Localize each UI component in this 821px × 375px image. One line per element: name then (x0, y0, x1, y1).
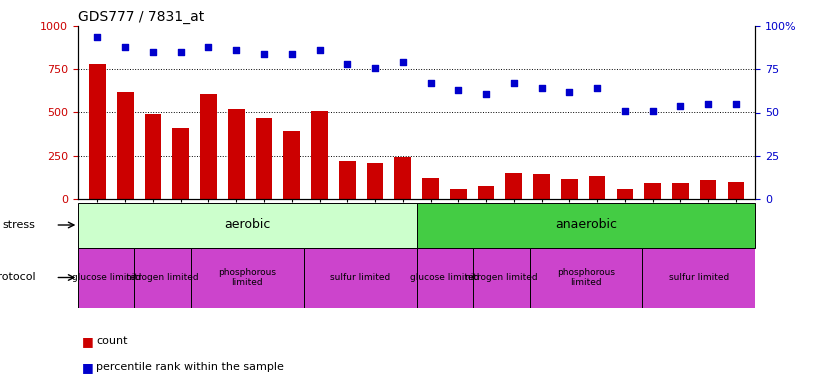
Point (202, 44, 215, 50)
Bar (644, 183, 661, 199)
Point (479, 90, 493, 96)
Bar (589, 176, 605, 199)
Text: sulfur limited: sulfur limited (330, 273, 390, 282)
Bar (304, 248, 416, 308)
Point (258, 51, 271, 57)
Text: phosphorous
limited: phosphorous limited (557, 268, 615, 287)
Bar (200, 93, 217, 199)
Bar (339, 161, 355, 199)
Text: anaerobic: anaerobic (555, 219, 617, 231)
Bar (416, 202, 755, 248)
Point (562, 89, 576, 95)
Bar (117, 92, 134, 199)
Bar (422, 178, 439, 199)
Text: aerobic: aerobic (224, 219, 270, 231)
Text: percentile rank within the sample: percentile rank within the sample (96, 363, 284, 372)
Point (729, 101, 742, 107)
Bar (416, 248, 473, 308)
Bar (144, 114, 161, 199)
Bar (506, 173, 522, 199)
Bar (617, 189, 633, 199)
Text: stress: stress (2, 220, 35, 230)
Bar (172, 128, 189, 199)
Point (507, 80, 521, 86)
Bar (473, 248, 530, 308)
Text: phosphorous
limited: phosphorous limited (218, 268, 277, 287)
Bar (228, 109, 245, 199)
Point (313, 47, 326, 53)
Point (341, 61, 354, 67)
Bar (727, 182, 744, 199)
Bar (530, 248, 643, 308)
Point (118, 44, 131, 50)
Point (590, 86, 603, 92)
Text: count: count (96, 336, 127, 346)
Point (674, 103, 687, 109)
Point (91, 34, 104, 40)
Bar (643, 248, 755, 308)
Point (369, 64, 382, 70)
Bar (450, 189, 466, 199)
Point (285, 51, 298, 57)
Point (618, 108, 631, 114)
Text: ■: ■ (82, 335, 94, 348)
Point (702, 101, 715, 107)
Bar (534, 174, 550, 199)
Point (646, 108, 659, 114)
Text: glucose limited: glucose limited (71, 273, 141, 282)
Text: sulfur limited: sulfur limited (669, 273, 729, 282)
Point (424, 80, 437, 86)
Bar (394, 158, 411, 199)
Bar (561, 179, 578, 199)
Point (397, 60, 410, 66)
Bar (135, 248, 191, 308)
Bar (699, 180, 717, 199)
Bar (478, 186, 494, 199)
Text: GDS777 / 7831_at: GDS777 / 7831_at (78, 10, 204, 24)
Point (174, 49, 187, 55)
Bar (367, 162, 383, 199)
Text: nitrogen limited: nitrogen limited (126, 273, 199, 282)
Bar (78, 202, 416, 248)
Bar (191, 248, 304, 308)
Text: glucose limited: glucose limited (410, 273, 479, 282)
Text: growth protocol: growth protocol (0, 273, 35, 282)
Bar (89, 64, 106, 199)
Bar (78, 248, 135, 308)
Point (230, 47, 243, 53)
Bar (255, 118, 273, 199)
Point (535, 86, 548, 92)
Bar (283, 132, 300, 199)
Text: nitrogen limited: nitrogen limited (465, 273, 538, 282)
Bar (311, 111, 328, 199)
Text: ■: ■ (82, 361, 94, 374)
Point (146, 49, 159, 55)
Bar (672, 183, 689, 199)
Point (452, 87, 465, 93)
